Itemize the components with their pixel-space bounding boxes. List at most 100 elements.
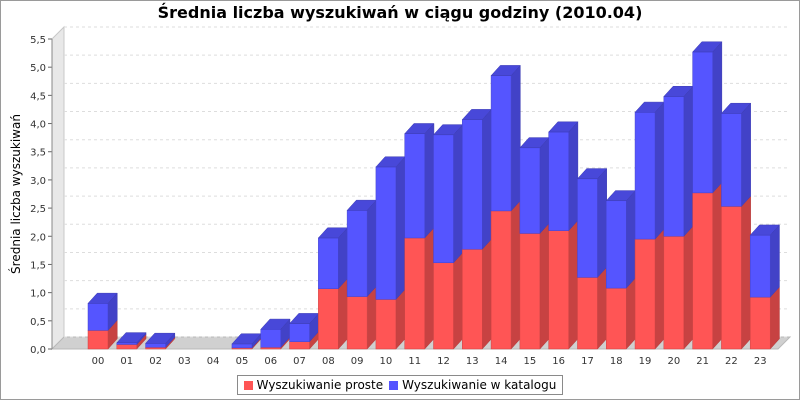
x-tick-label: 01 <box>120 356 133 367</box>
bar-side-catalog <box>683 85 694 237</box>
bar-side-catalog <box>597 167 607 279</box>
bar-simple-13 <box>462 248 483 350</box>
bar-top <box>260 318 291 330</box>
y-tick-label: 1,0 <box>30 289 46 300</box>
y-tick-label: 5,0 <box>30 63 46 74</box>
bar-catalog-16 <box>548 131 569 231</box>
bar-simple-10 <box>375 299 397 350</box>
x-tick-label: 03 <box>178 356 191 367</box>
x-tick-label: 00 <box>92 356 105 367</box>
bar-catalog-07 <box>289 323 310 342</box>
bar-top <box>692 41 723 53</box>
bar-top <box>490 65 521 76</box>
bar-top <box>720 102 752 114</box>
bar-top <box>87 292 118 304</box>
bar-catalog-17 <box>577 178 598 278</box>
bar-top <box>548 121 579 133</box>
bar-simple-12 <box>433 262 454 350</box>
legend-item-catalog: Wyszukiwanie w katalogu <box>389 378 556 392</box>
x-tick-label: 08 <box>322 356 335 367</box>
bar-simple-02 <box>145 347 166 350</box>
bar-side-simple <box>568 219 579 350</box>
bar-catalog-05 <box>231 343 253 349</box>
bar-simple-01 <box>116 344 138 350</box>
x-tick-label: 20 <box>667 356 680 367</box>
y-tick-label: 2,5 <box>30 204 46 215</box>
x-tick-label: 10 <box>380 356 393 367</box>
bar-side-catalog <box>453 123 463 264</box>
bar-simple-23 <box>749 296 771 350</box>
legend: Wyszukiwanie proste Wyszukiwanie w katal… <box>0 375 800 395</box>
bar-side-catalog <box>338 227 348 290</box>
x-tick-label: 22 <box>725 356 738 367</box>
bar-top <box>576 168 608 180</box>
bar-catalog-20 <box>663 96 685 237</box>
bar-simple-15 <box>519 233 541 350</box>
bar-catalog-18 <box>606 200 627 289</box>
y-tick-label: 2,0 <box>30 232 46 243</box>
bar-catalog-01 <box>116 342 138 345</box>
x-tick-label: 16 <box>552 356 565 367</box>
bar-side-simple <box>424 227 435 350</box>
bar-catalog-02 <box>145 343 166 348</box>
bar-catalog-00 <box>87 303 109 331</box>
y-tick-label: 3,5 <box>30 148 46 159</box>
x-tick-label: 17 <box>581 356 594 367</box>
legend-item-simple: Wyszukiwanie proste <box>243 378 383 392</box>
bar-catalog-10 <box>375 166 397 300</box>
bar-top <box>116 332 147 344</box>
bar-side-simple <box>654 228 665 350</box>
bar-simple-08 <box>318 288 339 350</box>
legend-box: Wyszukiwanie proste Wyszukiwanie w katal… <box>236 375 564 395</box>
bar-simple-17 <box>577 277 598 350</box>
bar-simple-20 <box>663 236 685 350</box>
chart-title: Średnia liczba wyszukiwań w ciągu godzin… <box>157 3 643 22</box>
legend-swatch-catalog <box>389 380 399 390</box>
bar-top <box>145 332 176 344</box>
bar-catalog-23 <box>749 234 771 298</box>
x-tick-label: 15 <box>524 356 537 367</box>
y-tick-label: 4,0 <box>30 120 46 131</box>
x-tick-label: 18 <box>610 356 623 367</box>
bar-catalog-06 <box>260 329 281 348</box>
y-tick-label: 0,0 <box>30 345 46 356</box>
bar-side-simple <box>510 200 521 350</box>
bar-catalog-12 <box>433 134 454 264</box>
bar-side-catalog <box>741 102 751 208</box>
bar-side-catalog <box>482 108 492 250</box>
x-tick-label: 13 <box>466 356 479 367</box>
bar-side-simple <box>741 195 751 350</box>
y-tick-label: 5,5 <box>30 35 46 46</box>
bar-side-catalog <box>769 224 780 298</box>
bar-simple-14 <box>490 210 512 350</box>
bar-simple-00 <box>87 330 109 350</box>
bar-simple-09 <box>346 296 368 350</box>
y-tick-label: 3,0 <box>30 176 46 187</box>
bar-side-catalog <box>366 199 377 298</box>
bar-side-simple <box>683 225 694 350</box>
bar-catalog-22 <box>721 113 742 207</box>
bar-side-simple <box>712 182 723 350</box>
x-tick-label: 09 <box>351 356 364 367</box>
x-tick-label: 07 <box>293 356 306 367</box>
bar-simple-18 <box>606 287 627 350</box>
bar-side-simple <box>597 266 607 350</box>
bar-simple-19 <box>634 238 656 350</box>
bar-side-catalog <box>395 156 406 301</box>
bar-side-simple <box>453 251 463 350</box>
bar-catalog-19 <box>634 112 656 240</box>
bar-side-catalog <box>626 189 636 289</box>
bar-side-simple <box>366 285 377 350</box>
legend-label-catalog: Wyszukiwanie w katalogu <box>402 378 557 392</box>
bar-side-catalog <box>568 121 579 232</box>
bar-top <box>404 123 435 134</box>
y-tick-label: 4,5 <box>30 91 46 102</box>
x-tick-label: 05 <box>236 356 249 367</box>
bar-side-catalog <box>539 136 550 235</box>
x-tick-label: 02 <box>149 356 162 367</box>
y-axis-label: Średnia liczba wyszukiwań <box>8 114 23 274</box>
bar-catalog-21 <box>692 51 713 194</box>
x-tick-label: 11 <box>408 356 421 367</box>
bar-top <box>749 224 781 236</box>
